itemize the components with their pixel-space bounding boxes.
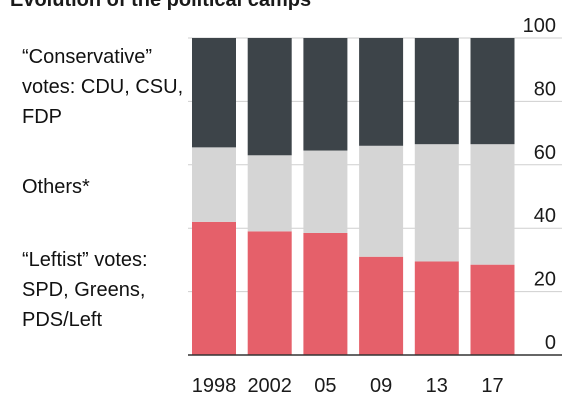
bar-segment	[303, 150, 348, 233]
x-tick-label: 05	[314, 375, 336, 397]
bar-segment	[247, 155, 292, 232]
x-tick-label: 1998	[192, 375, 237, 397]
bar-segment	[192, 147, 236, 222]
y-tick-label: 0	[545, 332, 556, 354]
y-tick-label: 100	[523, 15, 556, 37]
chart-title: Evolution of the political camps	[10, 0, 311, 11]
bar-segment	[414, 38, 459, 145]
bar-segment	[470, 38, 515, 145]
bar-segment	[303, 232, 348, 355]
y-tick-label: 40	[534, 205, 556, 227]
y-tick-label: 20	[534, 269, 556, 291]
bar-segment	[414, 144, 459, 262]
bar-segment	[470, 264, 515, 355]
legend-label: “Leftist” votes: SPD, Greens, PDS/Left	[22, 249, 148, 331]
bar-segment	[359, 38, 404, 146]
y-tick-label: 80	[534, 78, 556, 100]
legend-label: “Conservative” votes: CDU, CSU, FDP	[22, 46, 184, 128]
bar-segment	[359, 145, 404, 257]
bar-segment	[303, 38, 348, 151]
legend-label: Others*	[22, 176, 90, 198]
x-tick-label: 09	[370, 375, 392, 397]
y-tick-label: 60	[534, 142, 556, 164]
bar-segment	[414, 261, 459, 355]
bar-segment	[470, 144, 515, 265]
bar-segment	[359, 256, 404, 355]
x-tick-label: 2002	[247, 375, 292, 397]
bar-segment	[192, 38, 236, 148]
bar-segment	[192, 221, 236, 355]
x-tick-label: 17	[481, 375, 503, 397]
x-tick-label: 13	[426, 375, 448, 397]
bar-segment	[247, 231, 292, 355]
bar-segment	[247, 38, 292, 156]
